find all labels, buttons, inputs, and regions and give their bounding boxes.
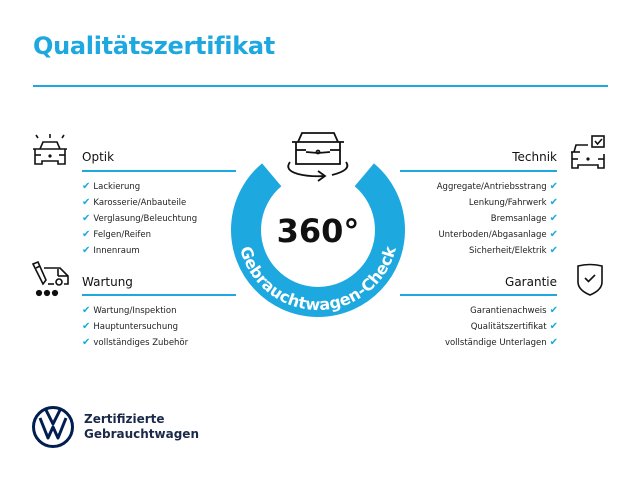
- badge-ring-letter: t: [297, 293, 309, 313]
- shield-check-icon: [577, 263, 603, 296]
- check-icon: ✔: [549, 245, 558, 256]
- technik-divider: [400, 170, 557, 172]
- list-item: Lenkung/Fahrwerk ✔: [468, 197, 558, 208]
- list-item: ✔ Verglasung/Beleuchtung: [82, 213, 198, 224]
- garantie-list: Garantienachweis ✔ Qualitätszertifikat ✔ v…: [380, 303, 558, 351]
- brand-text: Zertifizierte Gebrauchtwagen: [84, 412, 199, 442]
- check-icon: ✔: [82, 337, 91, 348]
- car-headlights-icon: [33, 134, 67, 165]
- list-item: ✔ Hauptuntersuchung: [82, 321, 178, 332]
- rotating-car-icon: [287, 132, 349, 182]
- technik-heading: Technik: [512, 150, 557, 164]
- badge-ring-letter: a: [318, 294, 330, 314]
- check-icon: ✔: [549, 229, 558, 240]
- optik-heading: Optik: [82, 150, 115, 164]
- list-item: vollständige Unterlagen ✔: [444, 337, 558, 348]
- check-icon: ✔: [82, 181, 91, 192]
- title-divider: [33, 85, 608, 87]
- list-item: Bremsanlage ✔: [490, 213, 558, 224]
- list-item: ✔ Felgen/Reifen: [82, 229, 152, 240]
- badge-ring-letter: G: [236, 244, 258, 262]
- list-item: Qualitätszertifikat ✔: [470, 321, 558, 332]
- check-icon: ✔: [549, 321, 558, 332]
- list-item: Sicherheit/Elektrik ✔: [469, 245, 558, 256]
- check-icon: ✔: [549, 213, 558, 224]
- list-item: ✔ Karosserie/Anbauteile: [82, 197, 187, 208]
- check-icon: ✔: [82, 245, 91, 256]
- list-item: Aggregate/Antriebsstrang ✔: [436, 181, 558, 192]
- list-item: ✔ Innenraum: [82, 245, 140, 256]
- wartung-heading: Wartung: [82, 275, 133, 289]
- list-item: Unterboden/Abgasanlage ✔: [438, 229, 558, 240]
- list-item: ✔ vollständiges Zubehör: [82, 337, 189, 348]
- check-icon: ✔: [82, 213, 91, 224]
- wartung-divider: [82, 294, 236, 296]
- check-icon: ✔: [82, 305, 91, 316]
- wartung-list: ✔ Wartung/Inspektion ✔ Hauptuntersuchung ✔…: [82, 303, 188, 351]
- optik-list: ✔ Lackierung ✔ Karosserie/Anbauteile ✔ Verg…: [82, 179, 197, 259]
- check-icon: ✔: [82, 229, 91, 240]
- garantie-heading: Garantie: [505, 275, 557, 289]
- list-item: ✔ Wartung/Inspektion: [82, 305, 177, 316]
- check-icon: ✔: [82, 197, 91, 208]
- brand-line-2: Gebrauchtwagen: [84, 427, 199, 441]
- check-icon: ✔: [549, 197, 558, 208]
- check-icon: ✔: [549, 181, 558, 192]
- list-item: ✔ Lackierung: [82, 181, 141, 192]
- page-title: Qualitätszertifikat: [33, 32, 275, 60]
- list-item: Garantienachweis ✔: [470, 305, 558, 316]
- optik-divider: [82, 170, 236, 172]
- garantie-divider: [400, 294, 557, 296]
- check-icon: ✔: [549, 337, 558, 348]
- badge-value: 360°: [277, 212, 360, 250]
- service-van-icon: [31, 260, 69, 297]
- car-checkbox-icon: [571, 135, 605, 169]
- technik-list: Aggregate/Antriebsstrang ✔ Lenkung/Fahrwe…: [380, 179, 558, 259]
- badge-ring-letter: w: [305, 294, 321, 314]
- badge-ring-letter: g: [327, 292, 342, 313]
- badge-ring: [231, 163, 405, 317]
- vw-logo: [32, 406, 74, 448]
- brand-line-1: Zertifizierte: [84, 412, 165, 426]
- check-icon: ✔: [549, 305, 558, 316]
- check-icon: ✔: [82, 321, 91, 332]
